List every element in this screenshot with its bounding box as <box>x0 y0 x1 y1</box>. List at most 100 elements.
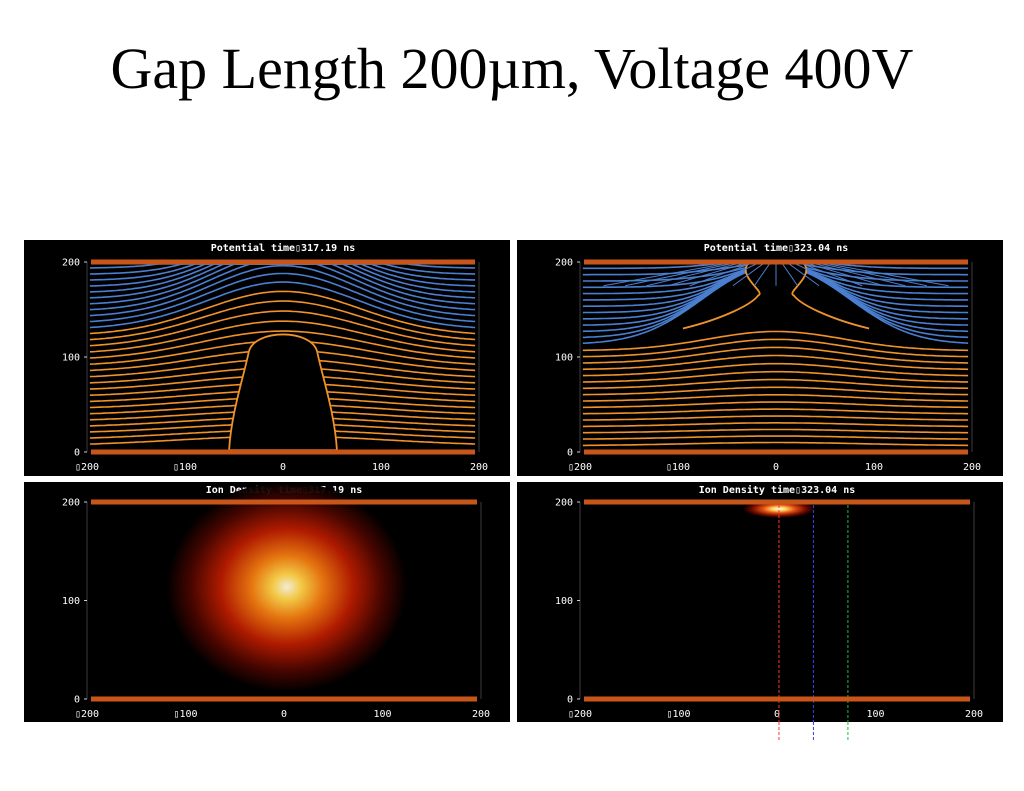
field-fan-line <box>603 262 730 287</box>
x-tick-label: 0 <box>774 709 780 720</box>
equipotential-line <box>582 362 969 377</box>
equipotential-line <box>89 320 476 353</box>
potential-chart-right: Potential time▯323.04 ns 0 100 200 ▯200 ▯100 0… <box>555 242 981 473</box>
field-fan-line <box>732 262 765 287</box>
equipotential-line <box>582 330 969 352</box>
equipotential-line <box>582 401 969 409</box>
cathode-electrode <box>91 449 475 455</box>
y-tick-label: 200 <box>555 258 573 269</box>
equipotential-line <box>582 394 969 402</box>
ion-density-cloud <box>166 482 407 692</box>
anode-field-fan <box>603 262 949 287</box>
chart-title: Potential time▯317.19 ns <box>211 242 356 254</box>
x-tick-label: ▯200 <box>75 709 99 720</box>
equipotential-line <box>89 330 476 359</box>
equipotential-line <box>89 263 476 293</box>
streamer-channel-boundary-right <box>791 262 870 330</box>
anode-electrode <box>91 259 475 265</box>
equipotential-line <box>582 428 969 434</box>
x-tick-label: ▯200 <box>75 462 99 473</box>
x-tick-label: ▯200 <box>568 709 592 720</box>
y-tick-label: 200 <box>62 498 80 509</box>
potential-plot-left: Potential time▯317.19 ns 0 100 200 ▯200 ▯100 0… <box>24 240 510 476</box>
equipotential-line <box>582 386 969 396</box>
equipotential-line <box>582 338 969 358</box>
x-tick-label: ▯100 <box>173 709 197 720</box>
y-tick-label: 100 <box>555 596 573 607</box>
equipotential-line <box>582 370 969 383</box>
equipotential-line <box>582 435 969 440</box>
equipotential-line <box>582 354 969 371</box>
field-fan-line <box>787 262 820 287</box>
y-tick-label: 200 <box>555 498 573 509</box>
field-fan-line <box>817 262 928 287</box>
x-tick-label: ▯100 <box>666 709 690 720</box>
cathode-electrode <box>584 696 970 702</box>
equipotential-line <box>582 422 969 428</box>
x-tick-label: 100 <box>373 709 391 720</box>
field-fan-line <box>754 262 771 287</box>
x-tick-label: 200 <box>963 462 981 473</box>
equipotential-line <box>89 300 476 341</box>
streamer-channel-boundary <box>228 333 338 451</box>
field-fan-line <box>822 262 949 287</box>
equipotential-line <box>582 378 969 390</box>
equipotential-line <box>582 415 969 421</box>
contour-lines <box>582 262 969 447</box>
equipotential-line <box>89 281 476 329</box>
field-fan-line <box>805 262 884 287</box>
y-tick-label: 0 <box>567 448 573 459</box>
equipotential-line <box>582 346 969 364</box>
field-fan-line <box>711 262 759 287</box>
x-tick-label: ▯100 <box>666 462 690 473</box>
cathode-electrode <box>584 449 968 455</box>
x-tick-label: 200 <box>472 709 490 720</box>
field-fan-line <box>799 262 863 287</box>
slide-title: Gap Length 200µm, Voltage 400V <box>110 36 914 101</box>
field-fan-line <box>793 262 841 287</box>
field-fan-line <box>668 262 747 287</box>
x-tick-label: ▯100 <box>173 462 197 473</box>
x-tick-label: ▯200 <box>568 462 592 473</box>
equipotential-line <box>89 310 476 347</box>
y-tick-label: 100 <box>62 353 80 364</box>
field-fan-line <box>781 262 798 287</box>
equipotential-line <box>89 290 476 335</box>
cathode-electrode <box>91 696 477 702</box>
chart-title: Potential time▯323.04 ns <box>704 242 849 254</box>
equipotential-line <box>89 272 476 323</box>
x-tick-label: 200 <box>965 709 983 720</box>
equipotential-line <box>582 441 969 447</box>
y-tick-label: 100 <box>62 596 80 607</box>
chart-title: Ion Density time▯323.04 ns <box>699 484 856 496</box>
x-tick-label: 0 <box>281 709 287 720</box>
x-tick-label: 100 <box>865 462 883 473</box>
y-tick-label: 0 <box>567 695 573 706</box>
x-tick-label: 100 <box>372 462 390 473</box>
x-tick-label: 0 <box>773 462 779 473</box>
potential-chart-left: Potential time▯317.19 ns 0 100 200 ▯200 ▯100 0… <box>62 242 488 473</box>
ion-density-plot-left: Ion Density time▯317.19 ns0100200▯200▯10… <box>24 482 510 722</box>
anode-electrode <box>91 499 477 505</box>
streamer-channel-fill <box>697 262 855 324</box>
field-fan-line <box>689 262 753 287</box>
field-fan-line <box>646 262 741 287</box>
potential-plot-right: Potential time▯323.04 ns 0 100 200 ▯200 ▯100 0… <box>517 240 1003 476</box>
ion-density-chart-right: Ion Density time▯323.04 ns 0 100 200 ▯200 ▯10… <box>555 484 983 722</box>
x-tick-label: 0 <box>280 462 286 473</box>
equipotential-line <box>582 408 969 415</box>
anode-electrode <box>584 259 968 265</box>
probe-line-extensions <box>778 722 849 740</box>
streamer-channel-boundary-left <box>682 262 761 330</box>
equipotential-line <box>89 264 476 317</box>
ion-density-chart-left: Ion Density time▯317.19 ns0100200▯200▯10… <box>62 482 490 720</box>
field-fan-line <box>811 262 906 287</box>
x-tick-label: 200 <box>470 462 488 473</box>
y-tick-label: 100 <box>555 353 573 364</box>
y-tick-label: 0 <box>74 695 80 706</box>
anode-electrode <box>584 499 970 505</box>
field-fan-line <box>624 262 735 287</box>
x-tick-label: 100 <box>866 709 884 720</box>
ion-density-plot-right: Ion Density time▯323.04 ns 0 100 200 ▯200 ▯10… <box>517 482 1003 722</box>
y-tick-label: 0 <box>74 448 80 459</box>
